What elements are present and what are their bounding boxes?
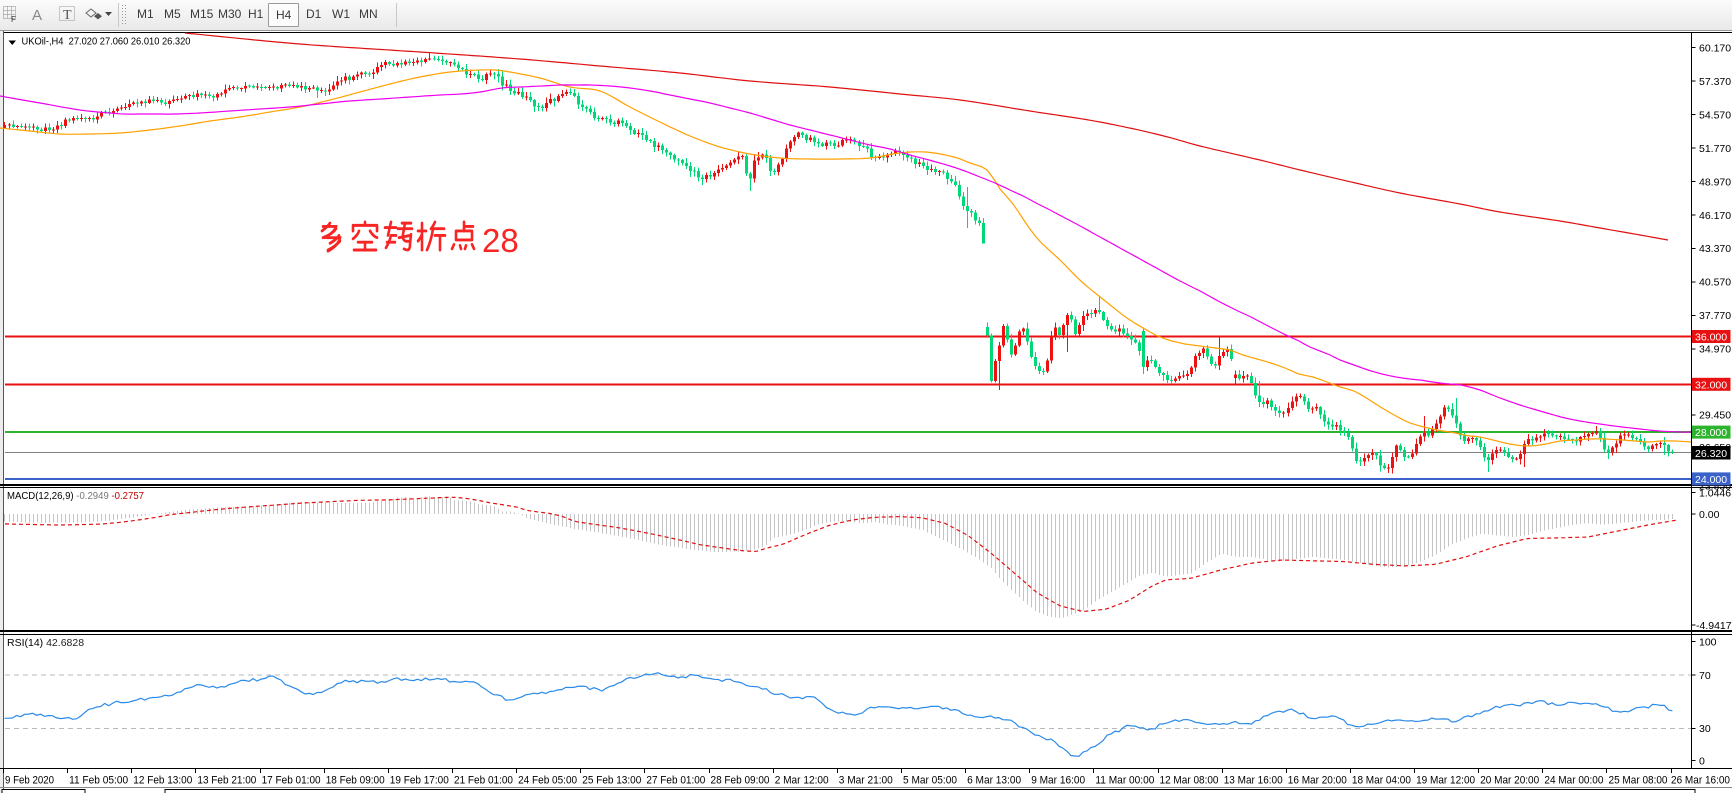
svg-text:19 Feb 17:00: 19 Feb 17:00 (390, 775, 449, 787)
svg-text:43.370: 43.370 (1699, 243, 1731, 255)
svg-text:T: T (63, 8, 72, 23)
svg-text:28 Feb 09:00: 28 Feb 09:00 (711, 775, 770, 787)
svg-text:25 Mar 08:00: 25 Mar 08:00 (1609, 775, 1668, 787)
svg-text:28.000: 28.000 (1695, 427, 1727, 439)
svg-text:27 Feb 01:00: 27 Feb 01:00 (646, 775, 705, 787)
svg-text:9 Feb 2020: 9 Feb 2020 (5, 775, 54, 787)
svg-text:A: A (32, 7, 42, 24)
svg-text:F: F (11, 15, 16, 24)
svg-text:16 Mar 20:00: 16 Mar 20:00 (1288, 775, 1347, 787)
svg-text:2 Mar 12:00: 2 Mar 12:00 (775, 775, 829, 787)
svg-text:0: 0 (1699, 755, 1705, 767)
svg-text:54.570: 54.570 (1699, 109, 1731, 121)
svg-text:MACD(12,26,9) -0.2949 -0.2757: MACD(12,26,9) -0.2949 -0.2757 (7, 490, 144, 502)
svg-text:21 Feb 01:00: 21 Feb 01:00 (454, 775, 513, 787)
svg-text:11 Feb 05:00: 11 Feb 05:00 (69, 775, 128, 787)
svg-text:12 Feb 13:00: 12 Feb 13:00 (133, 775, 192, 787)
svg-text:26.320: 26.320 (1695, 448, 1727, 460)
svg-text:26 Mar 16:00: 26 Mar 16:00 (1671, 775, 1730, 787)
svg-text:11 Mar 00:00: 11 Mar 00:00 (1095, 775, 1154, 787)
svg-text:100: 100 (1699, 637, 1717, 649)
svg-text:UKOil-,H4 27.020 27.060 26.01: UKOil-,H4 27.020 27.060 26.010 26.320 (22, 36, 191, 48)
svg-text:18 Mar 04:00: 18 Mar 04:00 (1352, 775, 1411, 787)
svg-text:32.000: 32.000 (1695, 379, 1727, 391)
svg-text:28: 28 (482, 222, 519, 259)
svg-text:6 Mar 13:00: 6 Mar 13:00 (967, 775, 1021, 787)
svg-text:19 Mar 12:00: 19 Mar 12:00 (1416, 775, 1475, 787)
svg-text:24 Feb 05:00: 24 Feb 05:00 (518, 775, 577, 787)
svg-text:37.770: 37.770 (1699, 310, 1731, 322)
svg-text:57.370: 57.370 (1699, 76, 1731, 88)
svg-text:1.0446: 1.0446 (1699, 487, 1731, 499)
svg-text:60.170: 60.170 (1699, 43, 1731, 55)
svg-text:5 Mar 05:00: 5 Mar 05:00 (903, 775, 957, 787)
svg-text:40.570: 40.570 (1699, 277, 1731, 289)
svg-text:18 Feb 09:00: 18 Feb 09:00 (326, 775, 385, 787)
svg-text:3 Mar 21:00: 3 Mar 21:00 (839, 775, 893, 787)
svg-text:36.000: 36.000 (1695, 332, 1727, 344)
svg-text:46.170: 46.170 (1699, 210, 1731, 222)
svg-text:29.450: 29.450 (1699, 410, 1731, 422)
svg-text:24.000: 24.000 (1695, 474, 1727, 486)
svg-text:13 Feb 21:00: 13 Feb 21:00 (197, 775, 256, 787)
svg-text:-4.9417: -4.9417 (1696, 620, 1732, 632)
svg-text:20 Mar 20:00: 20 Mar 20:00 (1480, 775, 1539, 787)
svg-text:34.970: 34.970 (1699, 344, 1731, 356)
svg-text:17 Feb 01:00: 17 Feb 01:00 (262, 775, 321, 787)
svg-text:0.00: 0.00 (1699, 509, 1720, 521)
svg-text:13 Mar 16:00: 13 Mar 16:00 (1224, 775, 1283, 787)
svg-text:30: 30 (1699, 723, 1711, 735)
svg-text:24 Mar 00:00: 24 Mar 00:00 (1544, 775, 1603, 787)
svg-text:51.770: 51.770 (1699, 143, 1731, 155)
svg-text:9 Mar 16:00: 9 Mar 16:00 (1031, 775, 1085, 787)
svg-text:70: 70 (1699, 670, 1711, 682)
svg-text:25 Feb 13:00: 25 Feb 13:00 (582, 775, 641, 787)
svg-text:48.970: 48.970 (1699, 176, 1731, 188)
svg-text:12 Mar 08:00: 12 Mar 08:00 (1160, 775, 1219, 787)
svg-text:RSI(14) 42.6828: RSI(14) 42.6828 (7, 637, 84, 649)
